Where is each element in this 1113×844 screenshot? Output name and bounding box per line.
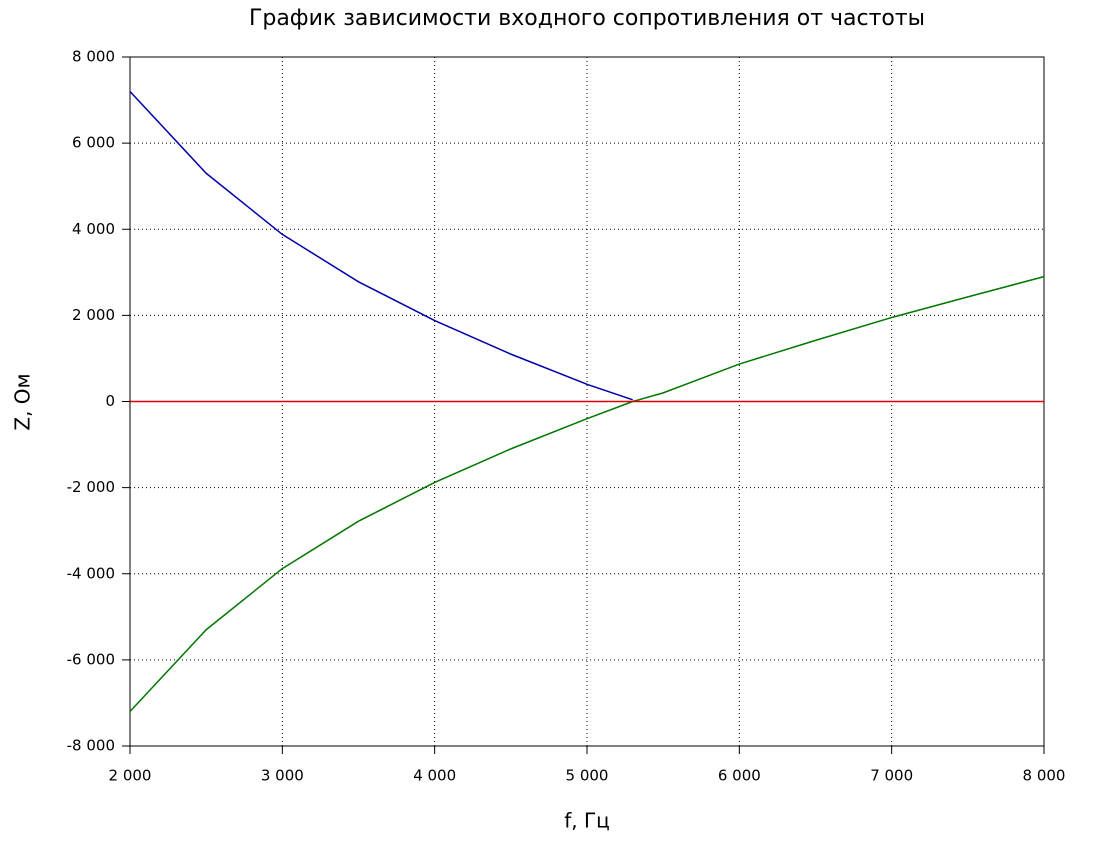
- x-tick-label: 5 000: [566, 767, 609, 785]
- x-tick-label: 6 000: [718, 767, 761, 785]
- y-tick-label: 6 000: [72, 134, 115, 152]
- x-axis-label: f, Гц: [564, 809, 610, 833]
- y-tick-label: 0: [105, 392, 115, 410]
- y-tick-label: -6 000: [67, 650, 115, 668]
- y-tick-label: -4 000: [67, 564, 115, 582]
- y-tick-label: 4 000: [72, 220, 115, 238]
- y-tick-label: -2 000: [67, 478, 115, 496]
- x-tick-label: 3 000: [261, 767, 304, 785]
- y-tick-label: 2 000: [72, 306, 115, 324]
- series-line: [129, 90, 633, 401]
- x-tick-label: 2 000: [109, 767, 152, 785]
- x-tick-label: 4 000: [413, 767, 456, 785]
- y-axis-label: Z, Ом: [11, 373, 35, 430]
- y-tick-label: 8 000: [72, 48, 115, 66]
- x-tick-label: 7 000: [870, 767, 913, 785]
- y-tick-label: -8 000: [67, 737, 115, 755]
- series-line: [129, 275, 1045, 713]
- x-tick-label: 8 000: [1023, 767, 1066, 785]
- chart-title: График зависимости входного сопротивлени…: [249, 6, 925, 31]
